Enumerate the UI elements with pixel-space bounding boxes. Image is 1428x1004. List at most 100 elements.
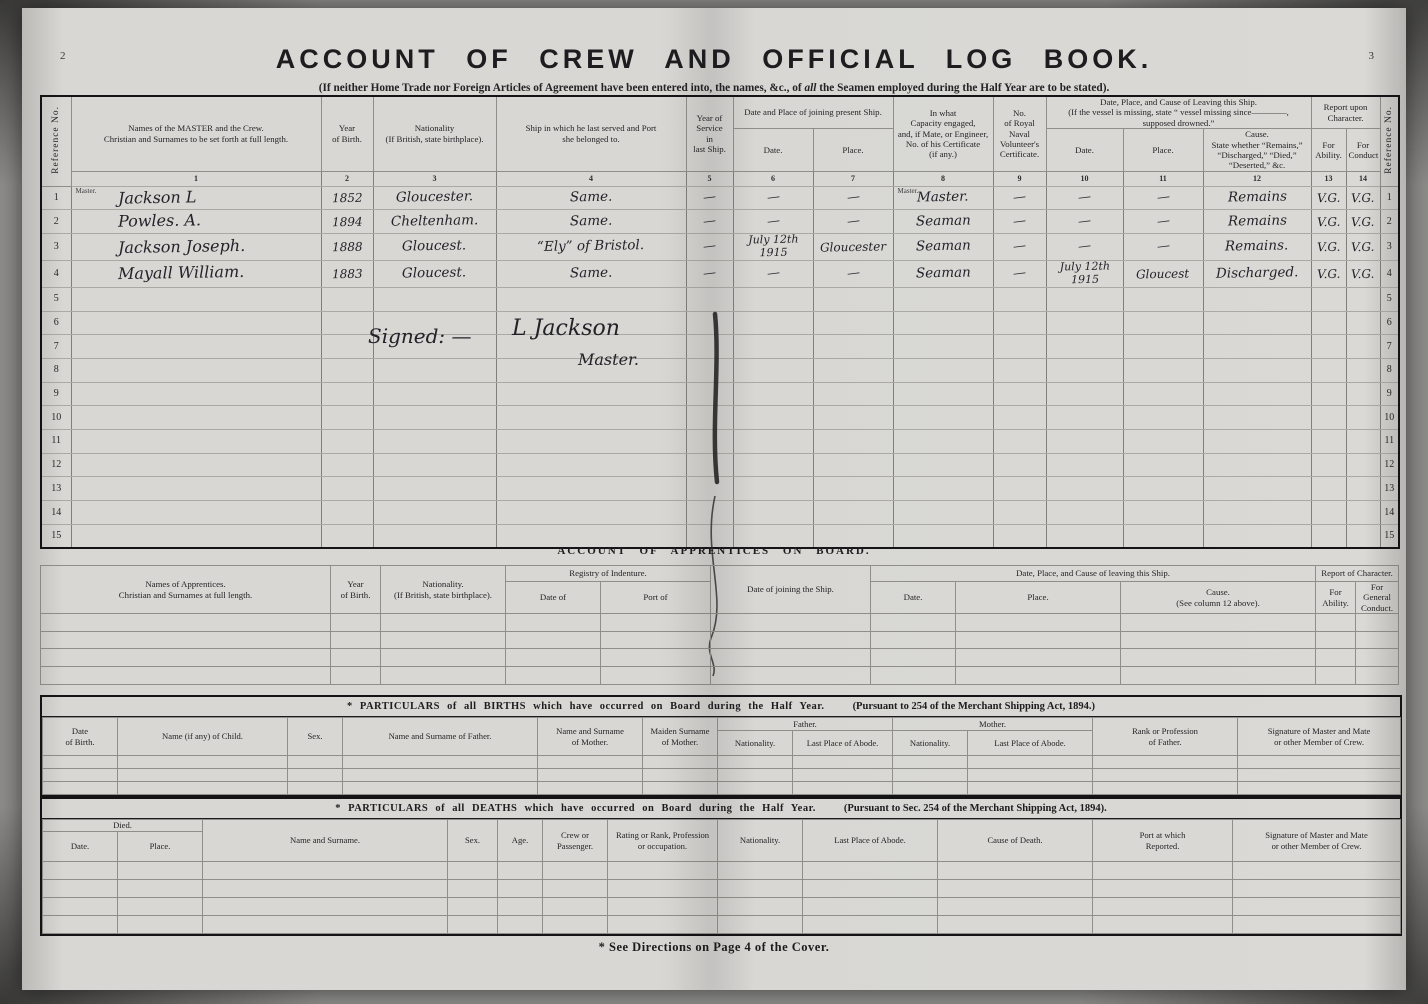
empty-cell xyxy=(607,915,719,934)
deaths-title: * PARTICULARS of all DEATHS which have o… xyxy=(42,799,1400,819)
last-ship: Same. xyxy=(569,188,613,206)
empty-cell xyxy=(537,755,643,769)
joining-date-header: Date. xyxy=(732,128,814,172)
empty-cell xyxy=(447,879,499,898)
reference-no-cell: 14 xyxy=(40,500,72,525)
crew-row: 15 15 xyxy=(40,523,1400,549)
empty-cell xyxy=(599,613,712,632)
reference-no-cell: 3 xyxy=(1379,233,1400,261)
conduct-cell: V.G. xyxy=(1345,209,1381,234)
last-ship-header: Ship in which he last served and Port sh… xyxy=(495,95,687,172)
leaving-cause-cell: Remains xyxy=(1202,185,1312,211)
apprentice-leaving-date-header: Date. xyxy=(870,580,957,615)
year-of-birth-cell xyxy=(320,476,374,502)
years-service-cell xyxy=(685,452,734,478)
leaving-cause-cell xyxy=(1202,286,1312,312)
nationality: Gloucest. xyxy=(402,237,467,255)
last-ship-cell: Same. xyxy=(495,209,687,234)
reference-no-cell: 4 xyxy=(1379,259,1400,288)
crew-row: 12 12 xyxy=(40,452,1400,478)
ability-cell xyxy=(1310,429,1347,454)
master-signature: L Jackson xyxy=(512,316,620,341)
empty-cell xyxy=(870,613,957,632)
empty-cell xyxy=(40,648,331,667)
crew-table: Reference No. Names of the MASTER and th… xyxy=(40,95,1401,549)
crew-name-cell xyxy=(70,334,322,359)
leaving-place-cell xyxy=(1122,523,1204,549)
reference-no-cell: 13 xyxy=(1379,476,1400,502)
leaving-place-cell: — xyxy=(1122,209,1204,234)
reference-no-cell: 4 xyxy=(40,259,72,288)
conduct-cell xyxy=(1345,357,1381,383)
empty-cell xyxy=(717,755,793,769)
empty-cell xyxy=(1315,648,1357,667)
joining-date-cell: — xyxy=(732,209,814,234)
registry-group-header: Registry of Indenture. xyxy=(504,565,712,582)
joining-date: July 12th 1915 xyxy=(747,232,799,260)
ability-cell xyxy=(1310,523,1347,549)
joining-place-cell xyxy=(812,500,894,525)
crew-row: 13 13 xyxy=(40,476,1400,502)
father-rank-header: Rank or Profession of Father. xyxy=(1092,717,1239,756)
joining-date-cell xyxy=(732,357,814,383)
joining-date-cell xyxy=(732,286,814,312)
nationality-cell xyxy=(372,405,497,430)
maiden-surname-header: Maiden Surname of Mother. xyxy=(642,717,718,756)
ability-cell xyxy=(1310,286,1347,312)
empty-cell xyxy=(710,613,872,632)
deaths-signature-header: Signature of Master and Mate or other Me… xyxy=(1232,819,1402,862)
joining-place-cell xyxy=(812,476,894,502)
reference-no-cell: 15 xyxy=(1379,523,1400,549)
conduct-cell xyxy=(1345,429,1381,454)
empty-cell xyxy=(870,630,957,650)
conduct-header: For Conduct xyxy=(1345,128,1381,172)
joining-date-cell xyxy=(732,500,814,525)
death-nationality-header: Nationality. xyxy=(717,819,804,862)
empty-cell xyxy=(1355,648,1400,667)
empty-cell xyxy=(447,861,499,880)
empty-cell xyxy=(380,648,506,667)
reference-no-cell: 7 xyxy=(1379,334,1400,359)
empty-cell xyxy=(116,897,204,916)
nationality-cell: Gloucest. xyxy=(372,259,497,288)
leaving-date-cell xyxy=(1045,452,1124,478)
years-service: — xyxy=(702,265,717,282)
empty-cell xyxy=(802,879,939,898)
leaving-date-header: Date. xyxy=(1045,128,1124,172)
empty-cell xyxy=(42,755,118,769)
crew-row: 4 Mayall William. 1883 Gloucest. Same. — — — Sea… xyxy=(40,259,1400,288)
years-service-cell xyxy=(685,286,734,312)
empty-cell xyxy=(1092,897,1234,916)
column-number: 9 xyxy=(992,170,1047,187)
conduct-cell xyxy=(1345,452,1381,478)
empty-cell xyxy=(342,781,538,795)
father-nationality-header: Nationality. xyxy=(717,730,793,756)
capacity-cell xyxy=(892,476,994,502)
empty-cell xyxy=(505,630,601,650)
year-of-birth: 1852 xyxy=(331,190,363,206)
last-ship-cell xyxy=(495,429,687,454)
rnv-certificate-cell xyxy=(992,500,1047,525)
ability-cell: V.G. xyxy=(1310,209,1347,234)
ability-header: For Ability. xyxy=(1310,128,1347,172)
leaving-place-cell xyxy=(1122,500,1204,525)
ability-cell xyxy=(1310,357,1347,383)
empty-cell xyxy=(42,781,118,795)
apprentice-conduct-header: For General Conduct. xyxy=(1355,580,1400,615)
conduct-cell xyxy=(1345,476,1381,502)
empty-cell xyxy=(542,861,609,880)
rnv-certificate-cell: — xyxy=(992,209,1047,234)
capacity-cell xyxy=(892,405,994,430)
empty-cell xyxy=(1355,613,1400,632)
ability-mark: V.G. xyxy=(1316,190,1341,206)
year-of-birth-cell xyxy=(320,405,374,430)
leaving-date-cell: — xyxy=(1045,209,1124,234)
crew-name-cell: Powles. A. xyxy=(70,209,322,234)
empty-cell xyxy=(1092,781,1239,795)
empty-cell xyxy=(42,768,118,782)
empty-cell xyxy=(1092,768,1239,782)
column-number: 2 xyxy=(320,170,374,187)
rnv-certificate-cell xyxy=(992,357,1047,383)
last-ship-cell: Same. xyxy=(495,185,687,211)
